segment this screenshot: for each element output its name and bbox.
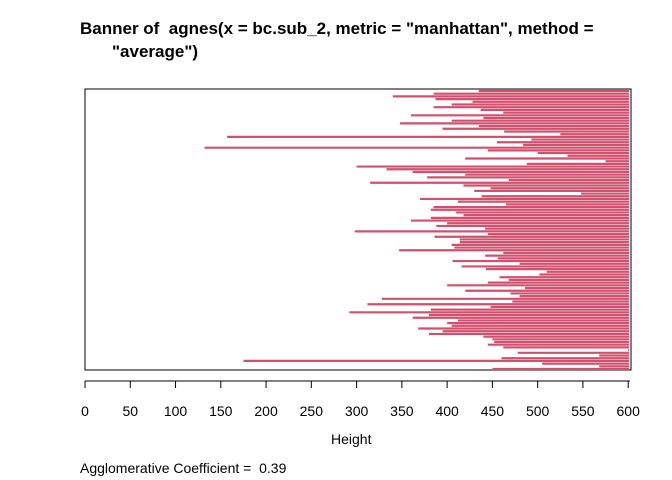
x-axis-label: Height bbox=[331, 431, 372, 447]
agglomerative-coefficient: Agglomerative Coefficient = 0.39 bbox=[80, 460, 287, 476]
plot-frame bbox=[84, 88, 632, 371]
x-tick-label: 300 bbox=[345, 403, 369, 419]
x-tick-label: 0 bbox=[81, 403, 89, 419]
x-tick-label: 550 bbox=[571, 403, 595, 419]
x-tick-label: 50 bbox=[122, 403, 138, 419]
x-tick-label: 600 bbox=[617, 403, 641, 419]
x-tick-label: 100 bbox=[164, 403, 188, 419]
banner-bars bbox=[204, 89, 629, 371]
x-tick-label: 200 bbox=[254, 403, 278, 419]
x-tick-label: 400 bbox=[435, 403, 459, 419]
chart-title-line-1: Banner of agnes(x = bc.sub_2, metric = "… bbox=[80, 19, 594, 38]
x-tick-label: 350 bbox=[390, 403, 414, 419]
x-axis-ticks: 0 50 100 150 200 250 300 350 400 450 500 550 600 bbox=[81, 381, 640, 419]
chart-title-line-2: "average") bbox=[112, 42, 199, 61]
x-tick-label: 150 bbox=[209, 403, 233, 419]
x-tick-label: 450 bbox=[481, 403, 505, 419]
x-tick-label: 500 bbox=[526, 403, 550, 419]
x-tick-label: 250 bbox=[300, 403, 324, 419]
